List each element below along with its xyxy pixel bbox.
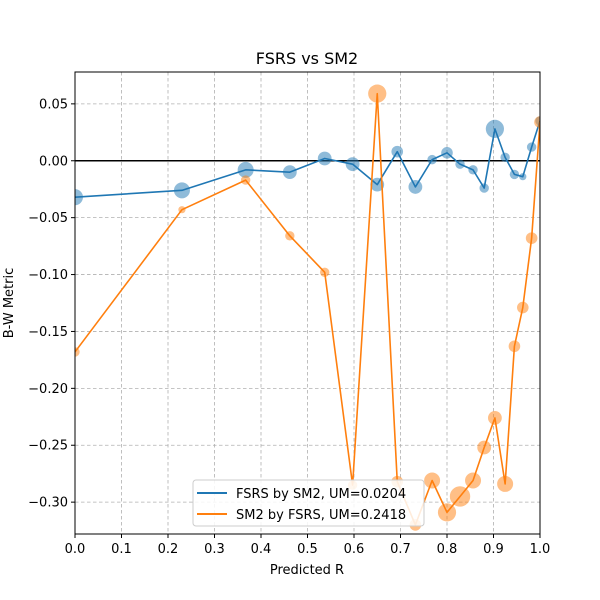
data-point: [345, 157, 360, 172]
legend-box: [192, 479, 425, 527]
data-point: [526, 142, 537, 152]
y-tick-label: −0.15: [28, 325, 68, 340]
data-point: [468, 165, 478, 175]
data-point: [487, 411, 502, 425]
data-point: [237, 161, 254, 178]
ticks: 0.0 0.1 0.2 0.3 0.4 0.5 0.6 0.7 0.8 0.9 1.0 0.05 0.0…: [28, 97, 550, 557]
data-point: [391, 145, 404, 158]
data-point: [317, 151, 332, 166]
y-tick-label: −0.30: [28, 496, 68, 511]
y-tick-label: −0.20: [28, 382, 68, 397]
data-point: [173, 182, 190, 199]
data-point: [519, 173, 527, 181]
x-tick-label: 1.0: [530, 542, 551, 557]
data-point: [508, 340, 521, 353]
x-tick-label: 0.6: [344, 542, 365, 557]
x-tick-label: 0.1: [111, 542, 132, 557]
y-axis-title: B-W Metric: [2, 268, 17, 338]
x-tick-label: 0.9: [483, 542, 504, 557]
data-point: [320, 267, 330, 277]
data-point: [427, 154, 437, 165]
series-1: [75, 116, 540, 206]
chart-title: FSRS vs SM2: [256, 49, 358, 68]
data-point: [285, 231, 295, 241]
x-tick-label: 0.7: [390, 542, 411, 557]
legend-label: FSRS by SM2, UM=0.0204: [236, 487, 406, 502]
data-point: [525, 232, 538, 244]
y-tick-label: −0.05: [28, 211, 68, 226]
data-point: [500, 152, 510, 163]
data-point: [455, 159, 465, 169]
data-point: [449, 486, 471, 507]
x-tick-label: 0.8: [437, 542, 458, 557]
data-point: [408, 180, 423, 194]
series-layer: [75, 84, 540, 531]
data-point: [178, 206, 186, 214]
data-point: [509, 169, 520, 180]
data-point: [368, 84, 387, 103]
y-tick-label: −0.25: [28, 439, 68, 454]
y-tick-label: −0.10: [28, 268, 68, 283]
data-point: [240, 175, 251, 185]
data-point: [465, 472, 482, 489]
legend-label: SM2 by FSRS, UM=0.2418: [236, 508, 406, 523]
data-point: [424, 472, 441, 489]
x-tick-label: 0.3: [204, 542, 225, 557]
y-tick-label: 0.05: [39, 97, 68, 112]
legend: FSRS by SM2, UM=0.0204 SM2 by FSRS, UM=0.…: [192, 479, 425, 527]
data-point: [370, 177, 385, 192]
x-tick-label: 0.5: [297, 542, 318, 557]
data-point: [75, 347, 80, 357]
data-point: [516, 301, 529, 314]
series-2: [75, 84, 540, 531]
data-point: [441, 146, 453, 159]
data-point: [479, 183, 489, 193]
x-tick-label: 0.2: [158, 542, 179, 557]
data-point: [485, 119, 504, 138]
data-point: [477, 440, 492, 455]
data-point: [497, 475, 514, 492]
y-tick-label: 0.00: [39, 154, 68, 169]
data-point: [282, 165, 297, 180]
data-point: [437, 503, 457, 522]
x-axis-title: Predicted R: [270, 563, 344, 578]
grid: [74, 72, 541, 534]
x-tick-label: 0.4: [251, 542, 272, 557]
data-point: [75, 189, 83, 206]
data-point: [534, 116, 540, 128]
x-tick-label: 0.0: [65, 542, 86, 557]
series-line: [75, 92, 540, 526]
